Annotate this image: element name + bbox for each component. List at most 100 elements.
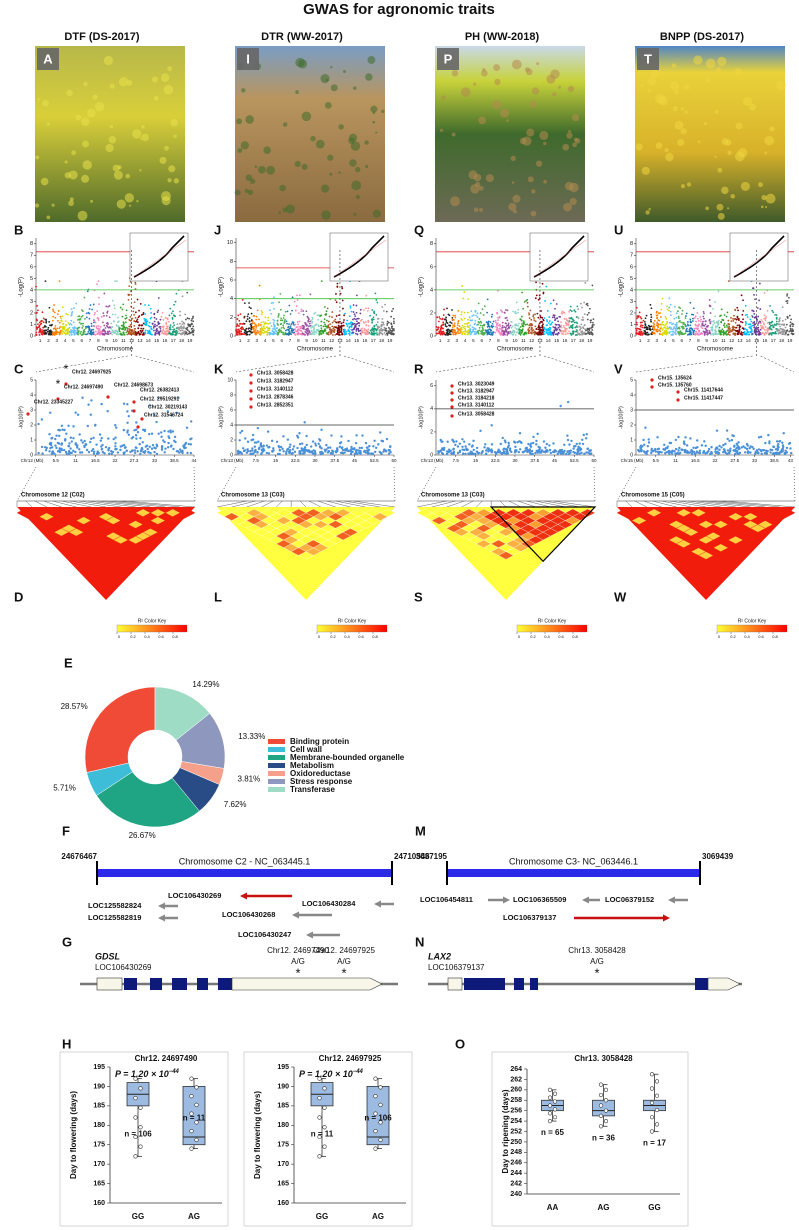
snp-dot: [523, 332, 526, 335]
snp-dot: [156, 311, 159, 314]
snp-dot: [108, 305, 111, 307]
snp-dot: [288, 304, 291, 307]
snp-dot: [576, 316, 579, 318]
snp-dot: [546, 449, 549, 452]
snp-dot: [535, 281, 537, 284]
snp-dot: [710, 320, 713, 323]
chromosome-label: 2: [447, 338, 450, 343]
snp-dot: [662, 326, 665, 329]
snp-dot: [126, 329, 129, 332]
snp-dot: [521, 291, 523, 294]
snp-dot: [572, 447, 575, 450]
snp-dot: [181, 449, 184, 452]
photo-texture: [568, 129, 572, 133]
snp-dot: [166, 446, 170, 449]
snp-dot: [469, 330, 472, 332]
snp-dot: [168, 314, 171, 317]
snp-dot: [461, 324, 464, 327]
ld-fan: [517, 500, 536, 508]
snp-dot: [552, 299, 555, 302]
photo-texture: [266, 165, 276, 175]
photo-texture: [249, 178, 256, 184]
photo-texture: [113, 170, 123, 180]
snp-dot: [159, 330, 162, 332]
snp-dot: [735, 326, 738, 329]
snp-dot: [256, 426, 260, 430]
snp-dot: [140, 324, 143, 327]
snp-dot: [89, 440, 92, 444]
ld-fan: [34, 500, 47, 508]
snp-dot: [484, 452, 488, 456]
snp-dot: [727, 331, 730, 334]
color-key-tick-label: 0.8: [172, 634, 178, 639]
snp-dot: [78, 321, 81, 324]
photo-texture: [734, 68, 742, 76]
snp-dot: [56, 313, 59, 315]
y-tick-label: 1: [30, 437, 33, 443]
snp-dot: [550, 323, 553, 325]
snp-dot: [313, 325, 316, 327]
snp-dot: [586, 313, 589, 316]
snp-dot: [536, 432, 539, 436]
snp-dot: [246, 448, 249, 451]
snp-dot: [548, 316, 551, 318]
photo-texture: [136, 199, 139, 203]
snp-dot: [116, 451, 120, 454]
snp-dot: [273, 296, 275, 299]
photo-texture: [82, 140, 90, 148]
snp-dot: [436, 316, 439, 319]
snp-dot: [260, 326, 263, 329]
snp-dot: [317, 318, 319, 321]
snp-dot: [189, 438, 192, 441]
snp-dot: [460, 328, 462, 331]
snp-dot: [678, 326, 680, 329]
snp-dot: [704, 323, 707, 326]
snp-dot: [293, 300, 296, 303]
snp-dot: [464, 452, 467, 455]
snp-dot: [734, 309, 737, 312]
snp-annotation: Chr13. 3182947: [458, 388, 495, 394]
snp-dot: [653, 319, 656, 322]
snp-dot: [587, 311, 590, 314]
snp-dot: [519, 333, 522, 336]
snp-dot: [696, 317, 699, 320]
snp-dot: [350, 448, 353, 451]
y-tick-label: 6: [30, 264, 33, 270]
snp-dot: [308, 325, 310, 327]
snp-dot: [501, 325, 504, 327]
snp-dot: [280, 327, 283, 329]
snp-dot: [489, 333, 492, 336]
snp-dot: [568, 330, 570, 333]
snp-dot: [499, 325, 501, 328]
snp-dot: [252, 326, 255, 329]
snp-dot: [461, 285, 464, 288]
snp-dot: [518, 432, 522, 435]
snp-dot: [125, 317, 128, 319]
snp-dot: [43, 325, 46, 328]
snp-dot: [272, 301, 274, 304]
snp-dot: [695, 320, 697, 323]
photo-texture: [531, 87, 540, 95]
snp-dot: [63, 327, 65, 330]
snp-dot: [656, 321, 659, 324]
snp-dot: [154, 323, 156, 326]
snp-dot: [167, 435, 170, 438]
photo-texture: [681, 184, 686, 189]
snp-dot: [288, 323, 290, 326]
snp-dot: [586, 318, 589, 321]
chromosome-label: 12: [729, 338, 735, 343]
snp-dot: [302, 310, 305, 312]
snp-dot: [255, 315, 258, 318]
snp-dot: [665, 317, 668, 320]
snp-dot: [245, 451, 249, 454]
snp-dot: [136, 298, 139, 301]
snp-dot: [389, 332, 392, 334]
snp-dot: [322, 330, 325, 333]
snp-dot: [121, 444, 124, 448]
snp-dot: [565, 318, 568, 320]
snp-dot: [352, 331, 355, 334]
photo-texture: [684, 110, 688, 114]
snp-dot: [499, 309, 502, 312]
y-tick-label: 4: [30, 287, 33, 293]
snp-dot: [142, 312, 145, 314]
